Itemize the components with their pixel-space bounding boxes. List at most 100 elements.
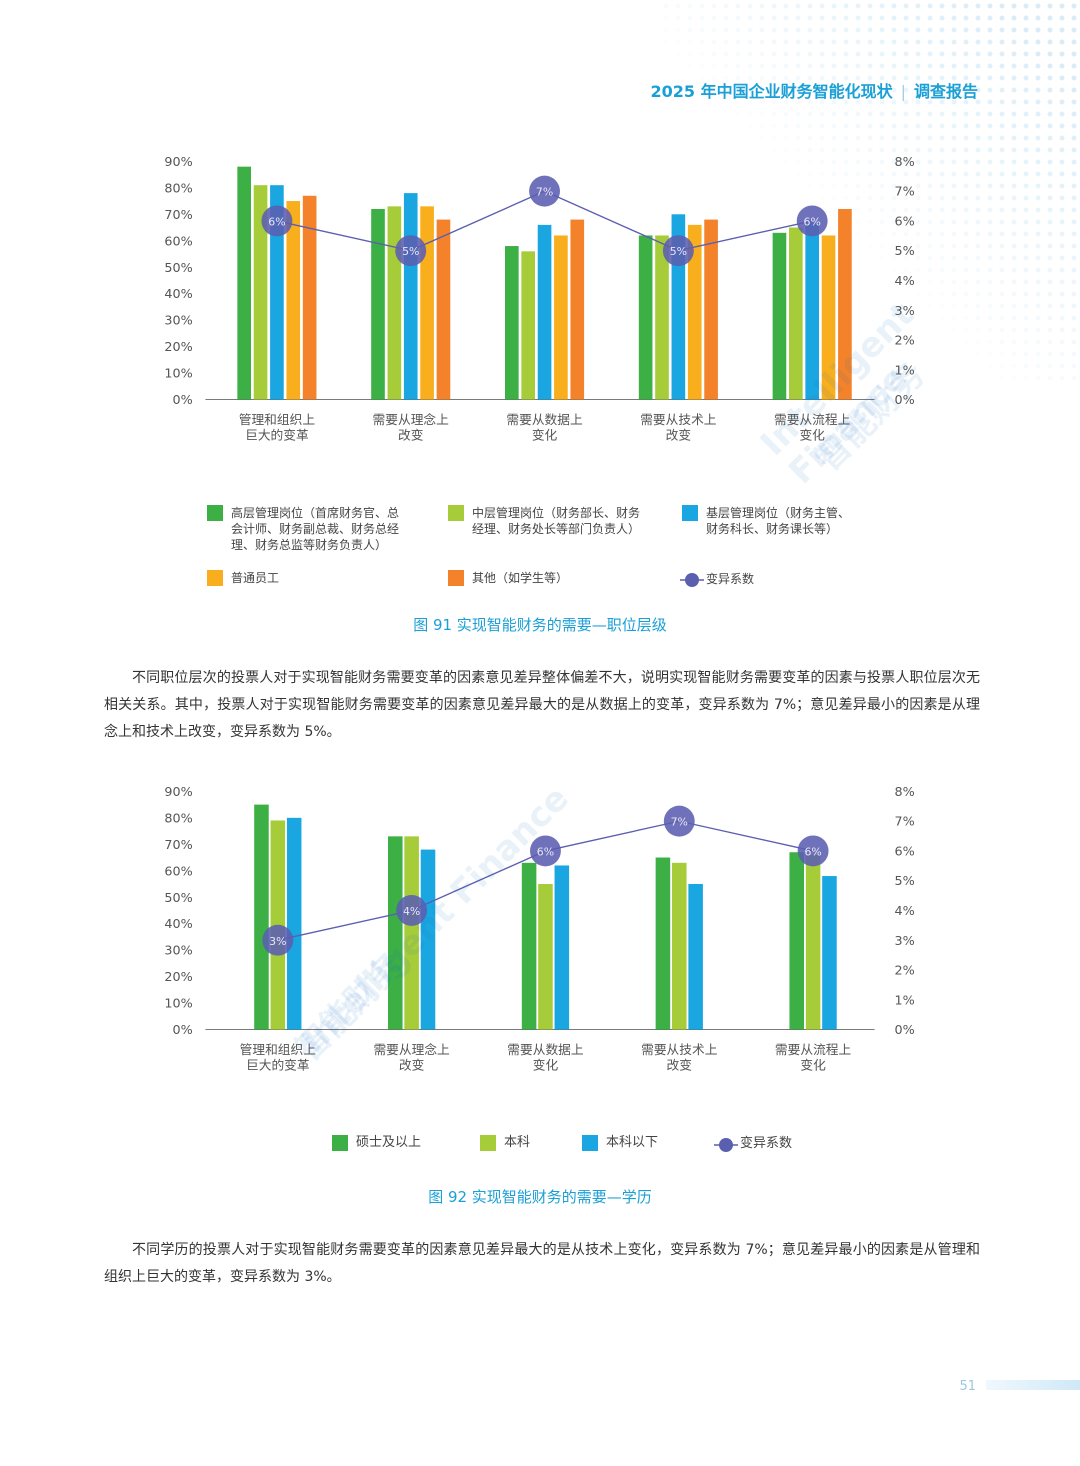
legend-label: 高层管理岗位（首席财务官、总 会计师、财务副总裁、财务总经 理、财务总监等财务负… bbox=[231, 506, 400, 552]
legend-swatch bbox=[480, 1135, 496, 1151]
bar bbox=[436, 219, 451, 400]
cv-data-label: 6% bbox=[268, 215, 285, 228]
bar bbox=[403, 193, 418, 400]
cv-data-label: 6% bbox=[804, 215, 821, 228]
legend-swatch bbox=[682, 505, 698, 521]
legend-line-marker bbox=[680, 573, 704, 587]
y-tick-label: 30% bbox=[164, 313, 192, 328]
x-tick-label: 需要从理念上 bbox=[373, 412, 450, 427]
x-tick-label: 改变 bbox=[399, 1058, 425, 1073]
y-tick-label: 10% bbox=[164, 366, 192, 381]
x-tick-label: 管理和组织上 bbox=[239, 412, 316, 427]
legend-swatch bbox=[332, 1135, 348, 1151]
legend-swatch bbox=[448, 570, 464, 586]
header-separator: | bbox=[900, 82, 906, 101]
y2-tick-label: 6% bbox=[895, 213, 915, 228]
bar bbox=[302, 195, 317, 400]
y-tick-label: 40% bbox=[164, 286, 192, 301]
legend-item-middle: 中层管理岗位（财务部长、财务 经理、财务处长等部门负责人） bbox=[448, 505, 668, 537]
bar bbox=[388, 836, 403, 1030]
x-tick-label: 需要从数据上 bbox=[507, 1042, 584, 1057]
y2-tick-label: 5% bbox=[895, 873, 915, 888]
y2-tick-label: 8% bbox=[895, 154, 915, 169]
x-tick-label: 需要从流程上 bbox=[774, 412, 851, 427]
bar bbox=[672, 862, 687, 1030]
cv-data-label: 5% bbox=[670, 245, 687, 258]
bar bbox=[687, 224, 702, 400]
legend-swatch bbox=[207, 505, 223, 521]
x-tick-label: 变化 bbox=[799, 428, 825, 443]
figure-caption-92: 图 92 实现智能财务的需要—学历 bbox=[428, 1188, 652, 1206]
y2-tick-label: 4% bbox=[895, 903, 915, 918]
bar bbox=[554, 235, 568, 400]
legend-item-cv: 变异系数 bbox=[714, 1136, 824, 1152]
legend-item-staff: 普通员工 bbox=[207, 570, 327, 586]
x-tick-label: 管理和组织上 bbox=[240, 1042, 317, 1057]
y-tick-label: 0% bbox=[173, 1022, 193, 1037]
bar bbox=[704, 219, 718, 400]
y2-tick-label: 6% bbox=[895, 843, 915, 858]
bar bbox=[789, 852, 804, 1030]
y2-tick-label: 1% bbox=[895, 992, 915, 1007]
bar bbox=[521, 862, 537, 1030]
legend-label: 本科以下 bbox=[606, 1135, 659, 1150]
bar bbox=[253, 185, 268, 400]
legend-label: 变异系数 bbox=[706, 572, 755, 586]
legend-item-senior: 高层管理岗位（首席财务官、总 会计师、财务副总裁、财务总经 理、财务总监等财务负… bbox=[207, 505, 427, 553]
bar bbox=[420, 849, 436, 1030]
x-tick-label: 巨大的变革 bbox=[245, 428, 309, 443]
cv-data-label: 3% bbox=[269, 935, 286, 948]
bar bbox=[805, 222, 819, 400]
cv-point bbox=[663, 805, 695, 837]
page-header: 2025 年中国企业财务智能化现状 | 调查报告 bbox=[650, 78, 978, 102]
legend-item-bachelor: 本科 bbox=[480, 1135, 560, 1151]
x-tick-label: 需要从理念上 bbox=[373, 1042, 450, 1057]
bar bbox=[505, 246, 519, 400]
y2-tick-label: 1% bbox=[895, 362, 915, 377]
bar bbox=[537, 224, 552, 400]
legend-label: 变异系数 bbox=[740, 1136, 793, 1151]
bar bbox=[772, 232, 787, 400]
legend-item-master: 硕士及以上 bbox=[332, 1135, 442, 1151]
y2-tick-label: 3% bbox=[895, 933, 915, 948]
legend-label: 基层管理岗位（财务主管、 财务科长、财务课长等） bbox=[706, 506, 851, 536]
cv-data-label: 6% bbox=[537, 845, 554, 858]
bar bbox=[420, 206, 434, 400]
y-tick-label: 90% bbox=[164, 784, 192, 799]
x-tick-label: 变化 bbox=[800, 1058, 826, 1073]
legend-label: 普通员工 bbox=[231, 571, 280, 585]
figure-caption-91: 图 91 实现智能财务的需要—职位层级 bbox=[413, 616, 667, 634]
bar bbox=[286, 201, 301, 400]
cv-data-label: 4% bbox=[403, 905, 420, 918]
bar bbox=[655, 857, 671, 1030]
cv-point bbox=[530, 835, 561, 867]
cv-point bbox=[797, 835, 829, 867]
y-tick-label: 20% bbox=[164, 339, 192, 354]
y2-tick-label: 2% bbox=[895, 963, 915, 978]
y-tick-label: 90% bbox=[164, 154, 192, 169]
x-tick-label: 巨大的变革 bbox=[246, 1058, 310, 1073]
cv-data-label: 6% bbox=[804, 845, 821, 858]
legend-swatch bbox=[582, 1135, 598, 1151]
legend-item-cv: 变异系数 bbox=[680, 571, 800, 587]
legend-label: 本科 bbox=[504, 1135, 531, 1150]
bar bbox=[570, 219, 585, 400]
bar bbox=[286, 817, 302, 1030]
x-tick-label: 改变 bbox=[666, 428, 692, 443]
legend-swatch bbox=[207, 570, 223, 586]
y-tick-label: 60% bbox=[164, 233, 192, 248]
y2-tick-label: 2% bbox=[895, 333, 915, 348]
y2-tick-label: 7% bbox=[895, 814, 915, 829]
bar bbox=[821, 235, 836, 400]
y2-tick-label: 3% bbox=[895, 303, 915, 318]
y2-tick-label: 4% bbox=[895, 273, 915, 288]
y-tick-label: 70% bbox=[164, 207, 192, 222]
cv-data-label: 7% bbox=[536, 186, 553, 199]
y-tick-label: 30% bbox=[164, 943, 192, 958]
bar bbox=[521, 251, 535, 400]
decorative-dot-pattern bbox=[660, 0, 1080, 380]
legend-label: 其他（如学生等） bbox=[472, 571, 569, 585]
x-tick-label: 需要从流程上 bbox=[775, 1042, 852, 1057]
page-number-bar bbox=[986, 1380, 1080, 1390]
paragraph-1: 不同职位层次的投票人对于实现智能财务需要变革的因素意见差异整体偏差不大，说明实现… bbox=[104, 670, 980, 740]
